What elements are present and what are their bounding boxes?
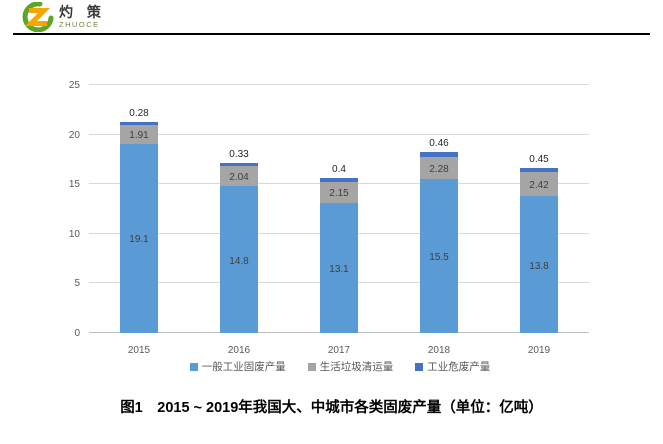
y-tick-label: 5 [74, 278, 80, 290]
legend-item: 生活垃圾清运量 [307, 361, 394, 373]
data-label: 2.42 [529, 180, 549, 192]
legend-swatch [415, 362, 424, 371]
data-label: 1.91 [129, 130, 149, 142]
bar-segment-2019-series2 [520, 167, 558, 173]
bar-segment-2017-series0 [320, 203, 358, 333]
bar-segment-2019-series1 [520, 172, 558, 197]
data-label: 13.1 [329, 264, 349, 276]
bar-segment-2015-series0 [120, 143, 158, 333]
x-category-label: 2017 [327, 345, 351, 356]
data-label: 0.28 [129, 107, 149, 119]
y-tick-label: 25 [68, 80, 80, 91]
x-category-label: 2016 [227, 345, 251, 356]
legend-label: 一般工业固废产量 [201, 361, 286, 373]
stacked-bar-chart: 19.1 1.91 0.28 2015 14.8 2.04 0.33 2016 13.1 2.15… [89, 84, 589, 356]
bar-segment-2016-series2 [220, 162, 258, 166]
data-label: 14.8 [229, 255, 249, 267]
data-label: 2.04 [229, 172, 249, 184]
bar-segment-2015-series2 [120, 121, 158, 125]
header-divider [13, 33, 650, 35]
x-category-label: 2019 [527, 345, 551, 356]
legend-item: 一般工业固废产量 [189, 361, 286, 373]
data-label: 15.5 [429, 252, 449, 264]
y-axis: 0 5 10 15 20 25 [36, 80, 80, 339]
data-label: 2.28 [429, 163, 449, 175]
chart-legend: 一般工业固废产量 生活垃圾清运量 工业危废产量 [60, 359, 620, 374]
legend-swatch [307, 362, 316, 371]
bar-segment-2018-series1 [420, 156, 458, 180]
data-label: 13.8 [529, 260, 549, 272]
y-tick-label: 10 [68, 228, 80, 240]
data-label: 19.1 [129, 234, 149, 246]
legend-label: 生活垃圾清运量 [319, 361, 394, 373]
bar-segment-2016-series0 [220, 186, 258, 333]
data-label: 0.46 [429, 138, 449, 150]
zhuoce-logo-icon [22, 2, 54, 32]
chart-caption: 图1 2015 ~ 2019年我国大、中城市各类固废产量（单位：亿吨） [120, 400, 543, 416]
logo-name-en: ZHUOCE [59, 20, 100, 30]
bar-segment-2016-series1 [220, 165, 258, 187]
bar-segment-2017-series1 [320, 181, 358, 204]
data-label: 0.45 [529, 153, 549, 165]
y-tick-label: 20 [68, 129, 80, 141]
y-tick-label: 0 [74, 328, 80, 339]
legend-label: 工业危废产量 [427, 361, 491, 373]
gridline [89, 84, 589, 85]
bar-segment-2015-series1 [120, 124, 158, 144]
x-category-label: 2018 [427, 345, 451, 356]
bar-segment-2018-series2 [420, 152, 458, 157]
gridline [89, 133, 589, 135]
data-label: 0.33 [229, 148, 249, 160]
logo-text: 灼 策 ZHUOCE [59, 5, 106, 29]
logo: 灼 策 ZHUOCE [20, 2, 106, 32]
bar-segment-2019-series0 [520, 196, 558, 333]
legend-item: 工业危废产量 [415, 361, 490, 373]
data-label: 2.15 [329, 188, 349, 200]
x-category-label: 2015 [127, 345, 151, 356]
bar-segment-2018-series0 [420, 179, 458, 333]
bar-segment-2017-series2 [320, 177, 358, 182]
legend-swatch [189, 362, 198, 371]
logo-name-cn: 灼 策 [59, 4, 106, 21]
data-label: 0.4 [332, 163, 346, 175]
y-tick-label: 15 [68, 179, 80, 191]
